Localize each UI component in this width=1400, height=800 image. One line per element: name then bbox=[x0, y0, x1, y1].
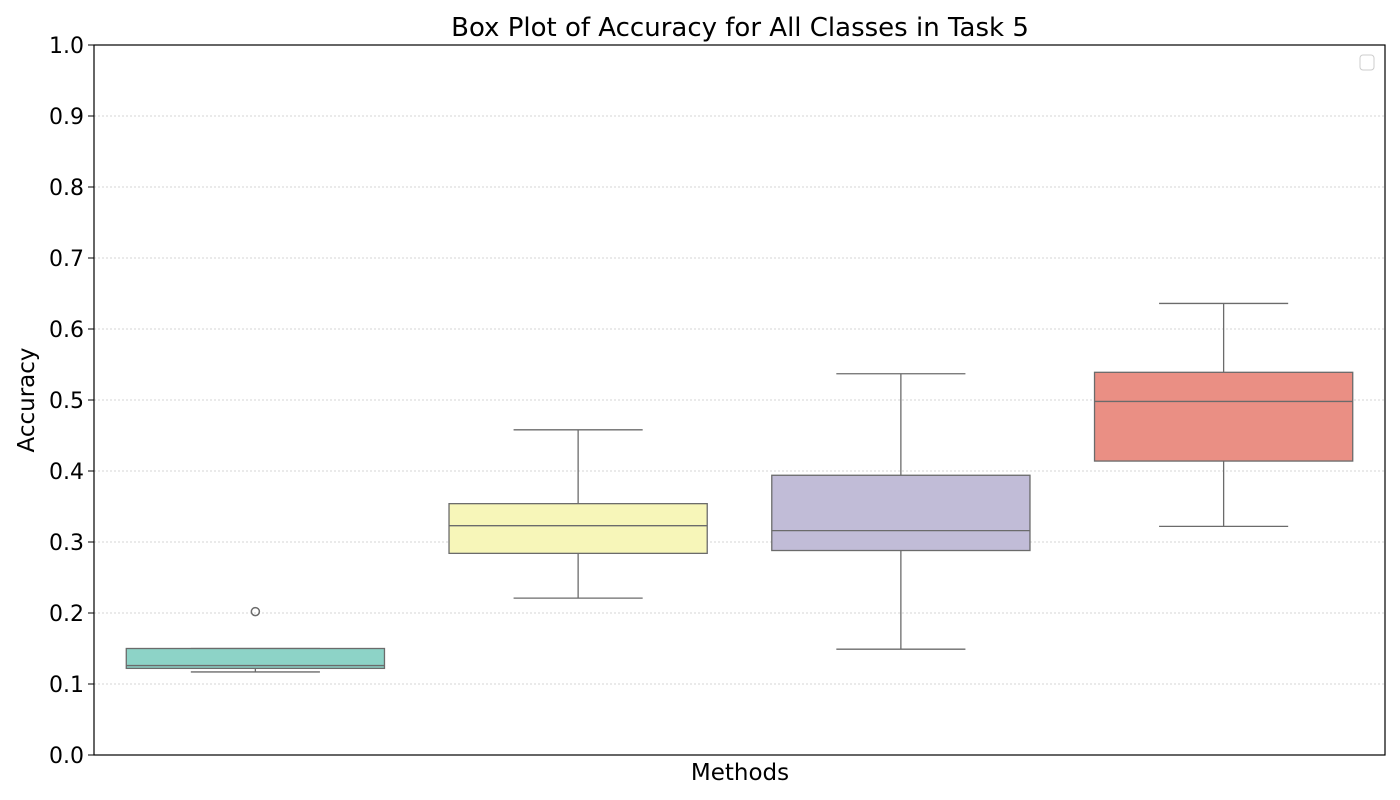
iqr-box bbox=[125, 647, 386, 670]
y-tick-label: 0.4 bbox=[49, 460, 84, 485]
chart-title: Box Plot of Accuracy for All Classes in … bbox=[451, 13, 1029, 43]
y-tick-label: 0.6 bbox=[49, 318, 84, 343]
box-4 bbox=[1093, 302, 1354, 528]
y-tick-label: 0.7 bbox=[49, 247, 84, 272]
y-tick-label: 0.9 bbox=[49, 105, 84, 130]
x-axis-label: Methods bbox=[691, 760, 789, 786]
box-2 bbox=[448, 429, 708, 599]
legend-box bbox=[1359, 54, 1375, 71]
box-3 bbox=[771, 373, 1031, 650]
box-1 bbox=[125, 606, 386, 673]
y-tick-label: 0.5 bbox=[49, 389, 84, 414]
iqr-box bbox=[771, 474, 1031, 552]
iqr-box bbox=[448, 503, 708, 555]
y-tick-label: 0.8 bbox=[49, 176, 84, 201]
grid-lines bbox=[94, 115, 1385, 685]
y-tick-label: 0.3 bbox=[49, 531, 84, 556]
y-tick-label: 0.1 bbox=[49, 673, 84, 698]
box-series bbox=[125, 302, 1354, 673]
y-axis-label: Accuracy bbox=[14, 347, 40, 452]
y-tick-label: 1.0 bbox=[49, 34, 84, 59]
iqr-box bbox=[1093, 371, 1354, 462]
y-tick-label: 0.2 bbox=[49, 602, 84, 627]
y-tick-label: 0.0 bbox=[49, 744, 84, 769]
y-axis-ticks: 0.0 0.1 0.2 0.3 0.4 0.5 0.6 0.7 0.8 0.9 1.0 bbox=[49, 34, 94, 769]
outlier-point bbox=[250, 606, 261, 617]
